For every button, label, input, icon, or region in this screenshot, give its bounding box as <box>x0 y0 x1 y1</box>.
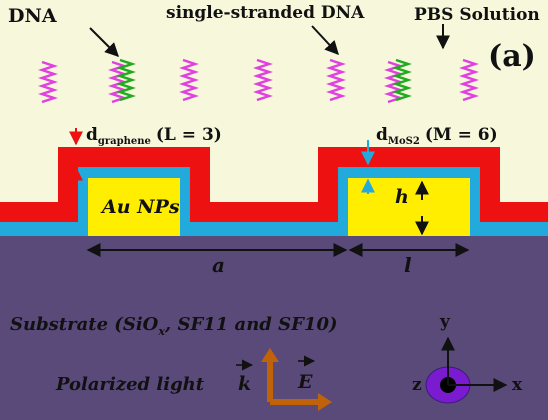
dna-strand-4 <box>253 58 273 102</box>
dna-label: DNA <box>8 5 57 27</box>
l-label: l <box>404 253 412 277</box>
ssdna-pointer-arrow <box>311 25 339 56</box>
green-strand-1 <box>116 58 136 102</box>
d-graphene-label: dgraphene (L = 3) <box>86 125 222 147</box>
dna-strand-1 <box>38 60 58 104</box>
mos2-layer <box>0 167 548 236</box>
dna-strand-3 <box>179 58 199 102</box>
au-nanoparticle-1 <box>88 178 180 236</box>
coordinate-axes: y x z <box>412 312 523 404</box>
y-axis-label: y <box>439 312 451 332</box>
pbs-label: PBS Solution <box>414 5 540 25</box>
dna-pointer-arrow <box>89 27 119 57</box>
substrate-label: Substrate (SiOx, SF11 and SF10) <box>10 314 337 338</box>
a-label: a <box>212 253 225 277</box>
panel-label: (a) <box>488 39 536 74</box>
e-vector: E <box>297 355 316 393</box>
graphene-layer <box>0 147 548 222</box>
au-nps-label: Au NPs <box>100 196 180 218</box>
k-vector: k <box>236 359 254 395</box>
green-strand-2 <box>392 58 412 102</box>
h-label: h <box>395 186 409 208</box>
dna-strand-5 <box>326 58 346 102</box>
z-axis-label: z <box>412 375 422 395</box>
x-axis-label: x <box>512 375 523 395</box>
svg-text:k: k <box>238 373 251 395</box>
dna-strands <box>38 58 479 104</box>
complementary-strands <box>116 58 412 102</box>
au-nanoparticle-2 <box>348 178 470 236</box>
ssdna-label: single-stranded DNA <box>166 3 365 23</box>
d-mos2-label: dMoS2 (M = 6) <box>376 125 498 147</box>
polarized-light-label: Polarized light <box>55 374 205 395</box>
light-direction-arrows <box>261 348 332 411</box>
svg-text:E: E <box>297 371 313 393</box>
dna-strand-7 <box>459 58 479 102</box>
